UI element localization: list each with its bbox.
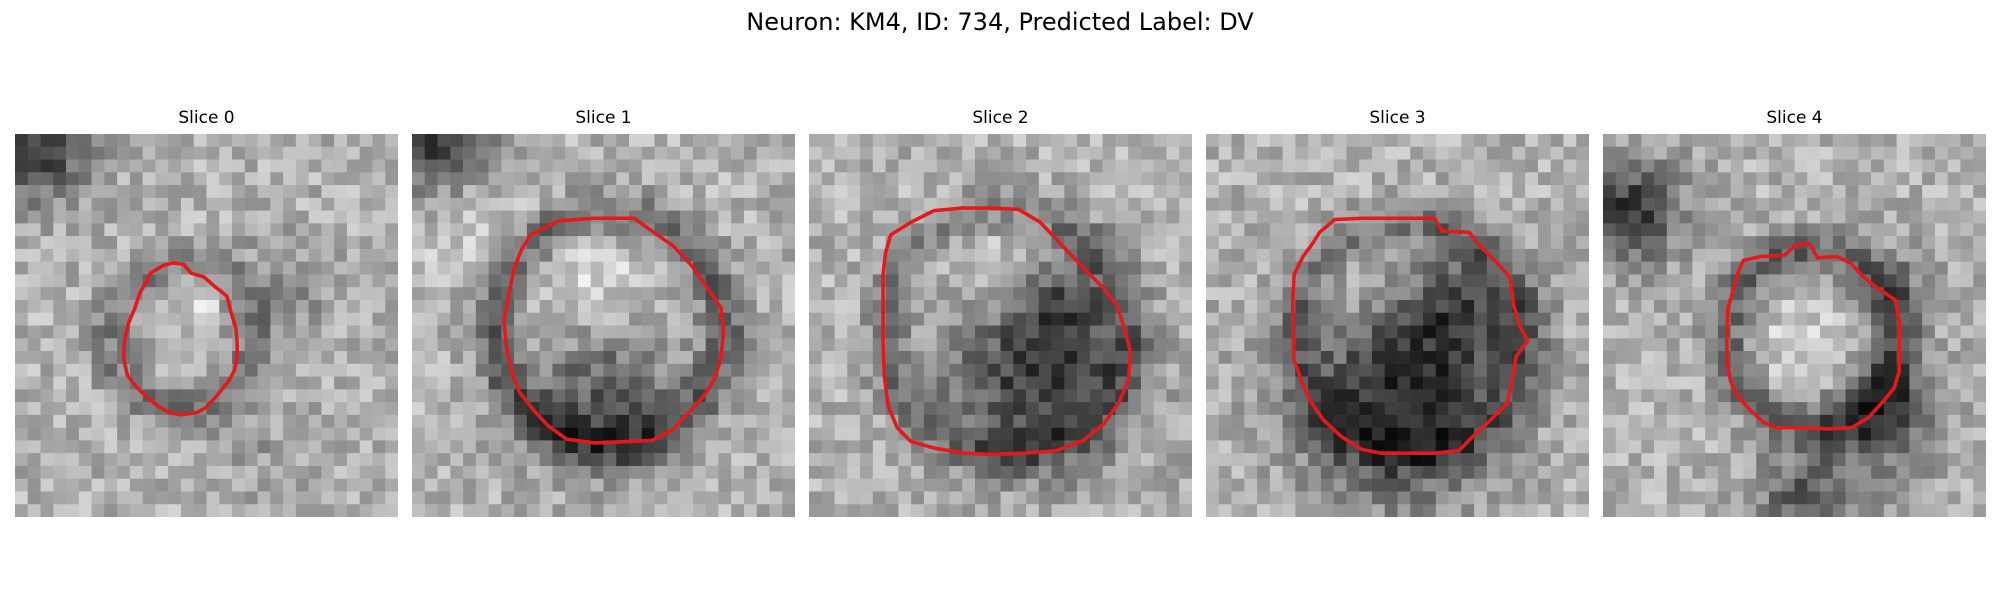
neuron-contour: [121, 261, 239, 417]
slice-image-2-svg: [809, 134, 1192, 517]
slice-title-1: Slice 1: [575, 108, 632, 128]
neuron-contour: [1725, 242, 1901, 431]
slice-image-0-svg: [15, 134, 398, 517]
slice-title-4: Slice 4: [1766, 108, 1823, 128]
slice-image-3: [1206, 134, 1589, 517]
microscopy-pixels: [1206, 134, 1589, 517]
slice-image-1-svg: [412, 134, 795, 517]
slice-image-3-svg: [1206, 134, 1589, 517]
microscopy-pixels: [15, 134, 398, 517]
microscopy-pixels: [809, 134, 1192, 517]
microscopy-pixels: [1603, 134, 1986, 517]
slice-image-4-svg: [1603, 134, 1986, 517]
neuron-contour: [881, 206, 1133, 457]
slice-title-2: Slice 2: [972, 108, 1029, 128]
slice-image-2: [809, 134, 1192, 517]
slice-image-4: [1603, 134, 1986, 517]
neuron-contour: [502, 216, 726, 445]
neuron-contour: [1291, 216, 1530, 455]
figure-title: Neuron: KM4, ID: 734, Predicted Label: D…: [746, 8, 1254, 36]
slice-image-1: [412, 134, 795, 517]
slice-title-0: Slice 0: [178, 108, 235, 128]
slice-image-0: [15, 134, 398, 517]
slice-title-3: Slice 3: [1369, 108, 1426, 128]
microscopy-pixels: [412, 134, 795, 517]
